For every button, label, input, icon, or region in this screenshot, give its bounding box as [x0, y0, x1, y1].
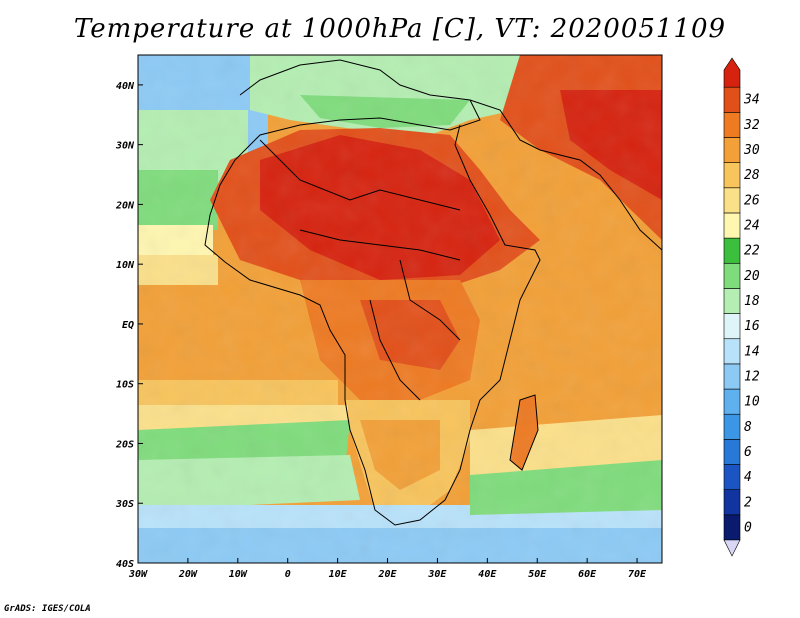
colorbar-label: 0: [744, 520, 752, 535]
x-tick-label: 70E: [628, 569, 647, 580]
colorbar-label: 10: [744, 395, 760, 410]
y-tick-label: 30S: [115, 499, 134, 510]
map-frame: [137, 54, 663, 564]
colorbar-label: 24: [744, 219, 760, 234]
colorbar-label: 2: [744, 495, 752, 510]
credit-label: GrADS: IGES/COLA: [4, 604, 91, 614]
colorbar-label: 28: [744, 168, 760, 183]
x-tick-label: 10W: [229, 569, 248, 580]
colorbar-label: 18: [744, 294, 760, 309]
x-tick-label: 50E: [528, 569, 547, 580]
x-tick-label: 20E: [377, 569, 397, 580]
colorbar-swatch: [723, 338, 741, 365]
temperature-field: [138, 55, 662, 563]
colorbar-swatch: [723, 162, 741, 189]
colorbar-label: 34: [743, 93, 760, 108]
y-tick-label: 20N: [115, 200, 135, 211]
x-tick-label: 10E: [329, 569, 348, 580]
x-tick-label: 60E: [578, 569, 597, 580]
longitude-axis: 30W 20W 10W 0 10E 20E 30E 40E 50E 60E 70E: [128, 558, 647, 580]
x-tick-label: 0: [285, 569, 291, 580]
colorbar-label: 12: [744, 369, 760, 384]
y-tick-label: 10N: [116, 260, 135, 271]
colorbar-label: 26: [744, 193, 760, 208]
coastline-overlay: [204, 59, 662, 526]
colorbar-swatch: [723, 86, 741, 113]
latitude-axis: 40S 30S 20S 10S EQ 10N 20N 30N 40N: [115, 81, 143, 570]
colorbar-label: 20: [744, 269, 760, 284]
colorbar-swatch: [723, 187, 741, 214]
map-title: Temperature at 1000hPa [C], VT: 20200511…: [73, 14, 727, 44]
colorbar-swatch: [723, 288, 741, 314]
y-tick-label: EQ: [122, 320, 134, 331]
colorbar-label: 22: [744, 244, 760, 259]
colorbar-swatch: [723, 262, 741, 289]
colorbar-label: 30: [743, 143, 760, 158]
colorbar-swatch: [723, 514, 741, 541]
y-tick-label: 30N: [115, 141, 135, 152]
x-tick-label: 40E: [478, 569, 497, 580]
colorbar-label: 16: [744, 319, 760, 334]
colorbar-under-triangle: [723, 539, 741, 557]
colorbar-swatch: [723, 137, 741, 163]
colorbar-swatch: [723, 313, 741, 340]
colorbar-label: 8: [744, 420, 752, 435]
colorbar-swatch: [723, 388, 741, 415]
y-tick-label: 40N: [116, 81, 135, 92]
colorbar-swatch: [723, 112, 741, 138]
colorbar-swatch: [723, 439, 741, 465]
colorbar-swatch: [723, 237, 741, 264]
colorbar-swatch: [723, 212, 741, 239]
x-tick-label: 30E: [427, 569, 447, 580]
y-tick-label: 40S: [116, 559, 134, 570]
colorbar-swatch: [723, 464, 741, 490]
y-tick-label: 20S: [115, 439, 134, 450]
colorbar-label: 4: [744, 470, 752, 485]
x-tick-label: 30W: [128, 569, 148, 580]
colorbar-label: 32: [743, 118, 760, 133]
colorbar-swatch: [723, 489, 741, 516]
y-tick-label: 10S: [116, 380, 134, 391]
colorbar-swatch: [723, 57, 741, 88]
colorbar-swatch: [723, 363, 741, 390]
colorbar-swatch: [723, 413, 741, 440]
x-tick-label: 20W: [178, 569, 198, 580]
colorbar-label: 6: [744, 445, 752, 460]
colorbar-label: 14: [744, 344, 760, 359]
